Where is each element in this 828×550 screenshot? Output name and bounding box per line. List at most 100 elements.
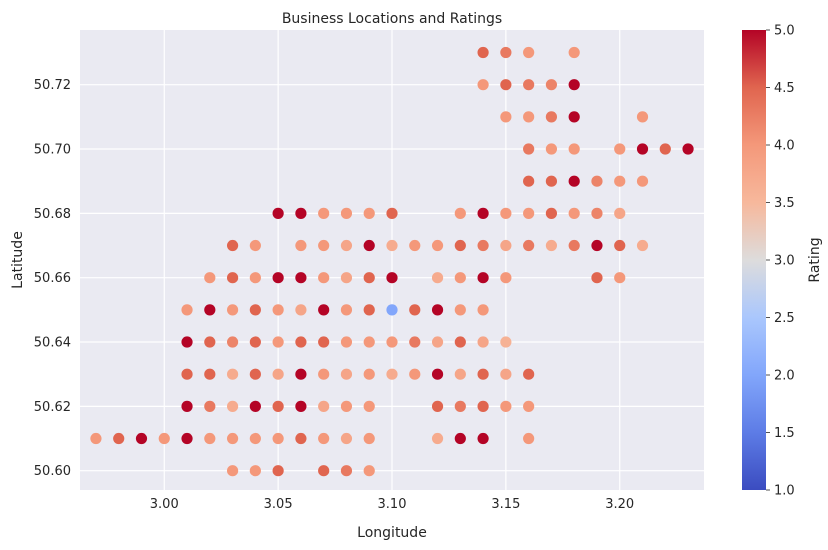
data-point (340, 207, 353, 219)
data-point (500, 400, 512, 412)
data-point (545, 79, 558, 91)
data-point (614, 175, 626, 187)
colorbar-tick-label: 2.0 (774, 369, 795, 384)
data-point (135, 432, 148, 445)
data-point (386, 239, 398, 252)
data-point (272, 400, 284, 412)
colorbar-tick-label: 5.0 (774, 24, 795, 39)
data-point (181, 368, 193, 380)
data-point (386, 272, 398, 284)
colorbar-tick-label: 3.5 (774, 196, 795, 211)
data-point (272, 368, 284, 380)
data-point (340, 272, 353, 284)
data-point (682, 143, 694, 155)
data-point (340, 432, 353, 445)
data-point (568, 207, 580, 219)
data-point (340, 336, 353, 348)
data-point (523, 207, 535, 219)
data-point (477, 46, 489, 59)
data-point (431, 272, 444, 284)
data-point (500, 272, 512, 284)
colorbar-label: Rating (807, 237, 823, 282)
data-point (295, 368, 307, 380)
data-point (318, 272, 330, 284)
y-tick-label: 50.70 (34, 143, 71, 158)
data-point (591, 272, 603, 284)
data-point (295, 336, 307, 348)
data-point (204, 272, 216, 284)
data-point (249, 465, 261, 477)
data-point (568, 111, 580, 123)
data-point (204, 368, 216, 380)
data-point (523, 175, 535, 187)
data-point (545, 143, 558, 155)
data-point (318, 239, 330, 252)
data-point (454, 336, 466, 348)
data-point (591, 175, 603, 187)
colorbar-tick-label: 3.0 (774, 254, 795, 269)
data-point (295, 207, 307, 219)
data-point (523, 239, 535, 252)
data-point (363, 432, 375, 445)
data-point (226, 304, 239, 316)
data-point (409, 368, 421, 380)
colorbar-tick-label: 4.0 (774, 139, 795, 154)
data-point (226, 336, 239, 348)
colorbar-tick-label: 4.5 (774, 81, 795, 96)
data-point (226, 400, 239, 412)
data-point (295, 432, 307, 445)
data-point (477, 304, 489, 316)
data-point (545, 111, 558, 123)
data-point (545, 207, 558, 219)
data-point (318, 304, 330, 316)
data-point (226, 272, 239, 284)
data-point (181, 400, 193, 412)
data-point (249, 432, 261, 445)
data-point (477, 272, 489, 284)
data-point (568, 175, 580, 187)
data-point (614, 207, 626, 219)
data-point (318, 336, 330, 348)
data-point (409, 336, 421, 348)
y-tick-label: 50.64 (34, 336, 71, 351)
data-point (363, 207, 375, 219)
data-point (386, 368, 398, 380)
data-point (454, 432, 466, 445)
data-point (500, 111, 512, 123)
data-point (477, 207, 489, 219)
x-tick-label: 3.15 (491, 497, 520, 512)
data-point (614, 143, 626, 155)
data-point (226, 432, 239, 445)
data-point (523, 400, 535, 412)
data-points (90, 46, 694, 477)
data-point (318, 368, 330, 380)
y-tick-label: 50.62 (34, 400, 71, 415)
data-point (523, 79, 535, 91)
data-point (295, 304, 307, 316)
data-point (454, 368, 466, 380)
data-point (431, 368, 444, 380)
data-point (318, 400, 330, 412)
data-point (591, 239, 603, 252)
data-point (204, 336, 216, 348)
data-point (363, 336, 375, 348)
data-point (272, 304, 284, 316)
data-point (249, 336, 261, 348)
data-point (249, 368, 261, 380)
x-tick-label: 3.05 (264, 497, 293, 512)
data-point (477, 400, 489, 412)
data-point (363, 368, 375, 380)
data-point (340, 239, 353, 252)
data-point (363, 400, 375, 412)
data-point (523, 46, 535, 59)
data-point (523, 432, 535, 445)
data-point (500, 46, 512, 59)
data-point (90, 432, 102, 445)
data-point (272, 207, 284, 219)
data-point (500, 79, 512, 91)
colorbar (742, 30, 766, 490)
data-point (363, 465, 375, 477)
data-point (477, 79, 489, 91)
x-tick-label: 3.00 (150, 497, 179, 512)
data-point (568, 143, 580, 155)
